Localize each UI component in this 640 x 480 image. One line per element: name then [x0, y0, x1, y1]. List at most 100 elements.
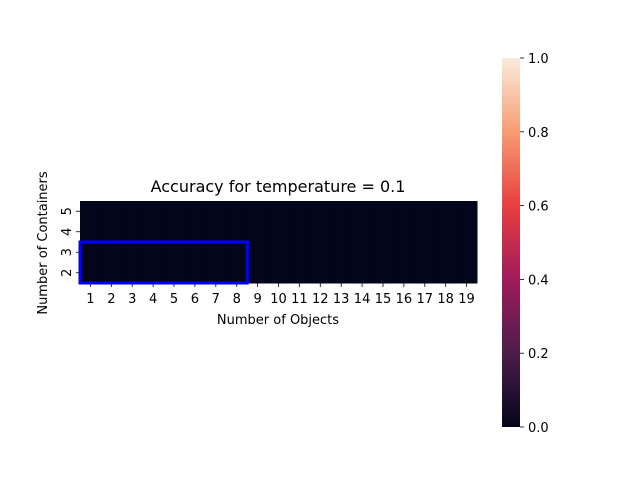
heatmap-cell — [309, 221, 332, 243]
heatmap-cell — [351, 201, 374, 222]
heatmap-cells — [80, 201, 478, 284]
x-tick-label: 13 — [333, 292, 350, 307]
x-tick-label: 5 — [170, 292, 178, 307]
heatmap-cell — [247, 262, 269, 284]
heatmap-cell — [456, 221, 478, 243]
x-tick-label: 1 — [86, 292, 94, 307]
heatmap-cell — [288, 242, 311, 263]
heatmap-cell — [393, 262, 415, 284]
heatmap-cell — [142, 242, 165, 263]
x-tick-label: 6 — [191, 292, 199, 307]
heatmap-cell — [226, 201, 248, 222]
heatmap-cell — [142, 262, 165, 284]
heatmap-cell — [80, 221, 102, 243]
heatmap-cell — [372, 201, 394, 222]
heatmap-cell — [142, 201, 165, 222]
heatmap-cell — [163, 242, 185, 263]
heatmap-cell — [80, 201, 102, 222]
x-tick-label: 8 — [233, 292, 241, 307]
colorbar-tick-label: 0.0 — [528, 421, 549, 436]
x-tick-label: 19 — [458, 292, 475, 307]
heatmap-cell — [309, 201, 332, 222]
heatmap-cell — [414, 242, 436, 263]
colorbar-tick-label: 0.2 — [528, 347, 549, 362]
y-tick-label: 2 — [60, 269, 75, 277]
heatmap-cell — [121, 201, 144, 222]
y-axis-label: Number of Containers — [36, 171, 51, 315]
heatmap-cell — [205, 262, 227, 284]
heatmap-cell — [435, 262, 457, 284]
heatmap-cell — [247, 242, 269, 263]
heatmap-cell — [309, 262, 332, 284]
heatmap-cell — [247, 201, 269, 222]
heatmap-cell — [184, 242, 206, 263]
heatmap-cell — [372, 262, 394, 284]
heatmap-cell — [372, 221, 394, 243]
x-tick-label: 3 — [128, 292, 136, 307]
heatmap-cell — [393, 201, 415, 222]
heatmap-cell — [247, 221, 269, 243]
heatmap-cell — [100, 242, 123, 263]
x-axis-ticks: 1 2 3 4 5 6 7 8 9 10 11 12 13 14 15 16 17 18 19 — [86, 283, 475, 307]
heatmap-cell — [80, 242, 102, 263]
heatmap-cell — [184, 201, 206, 222]
highlight-box — [78, 240, 249, 285]
heatmap-cell — [288, 201, 311, 222]
colorbar-ticks: 0.0 0.2 0.4 0.6 0.8 1.0 — [520, 52, 549, 436]
heatmap-cell — [100, 221, 123, 243]
x-tick-label: 4 — [149, 292, 157, 307]
colorbar-tick-label: 0.4 — [528, 273, 549, 288]
y-tick-label: 3 — [60, 248, 75, 256]
chart-title: Accuracy for temperature = 0.1 — [151, 177, 406, 196]
heatmap-cell — [372, 242, 394, 263]
x-tick-label: 9 — [253, 292, 261, 307]
heatmap-cell — [121, 262, 144, 284]
heatmap-cell — [288, 221, 311, 243]
heatmap-cell — [330, 201, 353, 222]
heatmap-cell — [435, 201, 457, 222]
heatmap-cell — [414, 262, 436, 284]
heatmap-cell — [80, 262, 102, 284]
x-tick-label: 7 — [212, 292, 220, 307]
heatmap-cell — [184, 221, 206, 243]
heatmap-cell — [184, 262, 206, 284]
heatmap-cell — [351, 242, 374, 263]
heatmap-cell — [100, 201, 123, 222]
x-tick-label: 10 — [270, 292, 287, 307]
y-tick-label: 5 — [60, 207, 75, 215]
x-tick-label: 2 — [107, 292, 115, 307]
heatmap-cell — [435, 242, 457, 263]
heatmap-cell — [330, 262, 353, 284]
colorbar-tick-label: 1.0 — [528, 52, 549, 67]
heatmap-cell — [100, 262, 123, 284]
heatmap-cell — [393, 242, 415, 263]
heatmap-cell — [330, 242, 353, 263]
heatmap-cell — [330, 221, 353, 243]
heatmap-cell — [414, 221, 436, 243]
heatmap-cell — [163, 201, 185, 222]
y-axis-ticks: 2 3 4 5 — [60, 207, 80, 277]
heatmap-cell — [351, 221, 374, 243]
x-tick-label: 11 — [291, 292, 308, 307]
heatmap-cell — [435, 221, 457, 243]
heatmap-cell — [226, 221, 248, 243]
heatmap-cell — [121, 242, 144, 263]
heatmap-cell — [351, 262, 374, 284]
heatmap-cell — [268, 242, 290, 263]
heatmap-cell — [309, 242, 332, 263]
heatmap-cell — [456, 242, 478, 263]
heatmap-cell — [268, 201, 290, 222]
x-tick-label: 16 — [396, 292, 413, 307]
heatmap-cell — [205, 221, 227, 243]
heatmap-cell — [456, 262, 478, 284]
colorbar — [502, 58, 520, 427]
x-tick-label: 14 — [354, 292, 371, 307]
heatmap-cell — [226, 242, 248, 263]
heatmap-cell — [205, 201, 227, 222]
y-tick-label: 4 — [60, 228, 75, 236]
heatmap-cell — [142, 221, 165, 243]
x-tick-label: 17 — [416, 292, 433, 307]
heatmap-cell — [226, 262, 248, 284]
heatmap-cell — [288, 262, 311, 284]
